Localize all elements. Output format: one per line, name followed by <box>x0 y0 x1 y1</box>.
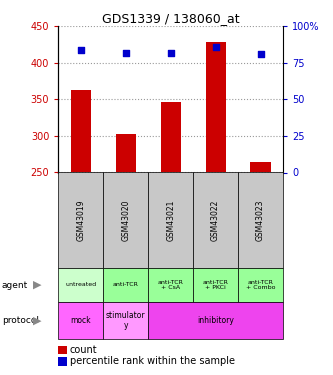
Text: anti-TCR: anti-TCR <box>113 282 139 288</box>
Text: GSM43023: GSM43023 <box>256 200 265 241</box>
Point <box>78 46 83 53</box>
Point <box>258 51 263 57</box>
Bar <box>250 162 271 172</box>
Title: GDS1339 / 138060_at: GDS1339 / 138060_at <box>102 12 239 25</box>
Text: GSM43019: GSM43019 <box>76 200 85 241</box>
Bar <box>161 102 181 172</box>
Text: agent: agent <box>2 280 28 290</box>
Text: GSM43022: GSM43022 <box>211 200 220 241</box>
Point <box>213 44 218 50</box>
Text: GSM43020: GSM43020 <box>121 200 130 241</box>
Bar <box>71 90 91 172</box>
Text: anti-TCR
+ Combo: anti-TCR + Combo <box>246 280 275 290</box>
Text: protocol: protocol <box>2 316 39 325</box>
Bar <box>205 42 226 172</box>
Text: percentile rank within the sample: percentile rank within the sample <box>70 357 235 366</box>
Text: inhibitory: inhibitory <box>197 316 234 325</box>
Text: anti-TCR
+ PKCi: anti-TCR + PKCi <box>203 280 228 290</box>
Bar <box>116 135 136 172</box>
Text: ▶: ▶ <box>33 316 42 326</box>
Text: untreated: untreated <box>65 282 96 288</box>
Text: anti-TCR
+ CsA: anti-TCR + CsA <box>158 280 183 290</box>
Text: count: count <box>70 345 98 355</box>
Text: GSM43021: GSM43021 <box>166 200 175 241</box>
Text: ▶: ▶ <box>33 280 42 290</box>
Point <box>123 50 129 55</box>
Text: stimulator
y: stimulator y <box>106 311 146 330</box>
Text: mock: mock <box>71 316 91 325</box>
Point <box>168 50 173 55</box>
